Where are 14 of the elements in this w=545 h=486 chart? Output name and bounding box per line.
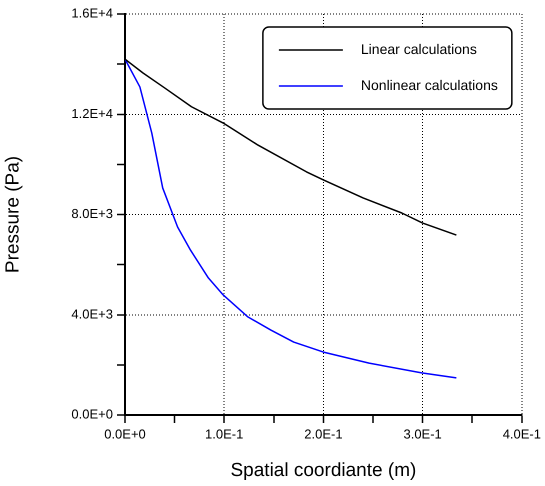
x-tick-label: 2.0E-1	[304, 426, 343, 442]
legend-label: Linear calculations	[360, 40, 477, 57]
y-tick-label: 1.6E+4	[71, 6, 113, 21]
y-tick-label: 8.0E+3	[71, 206, 113, 222]
y-axis-title: Pressure (Pa)	[2, 156, 24, 274]
x-axis-title: Spatial coordiante (m)	[230, 460, 416, 481]
y-tick-label: 0.0E+0	[71, 406, 113, 422]
legend-label: Nonlinear calculations	[360, 76, 498, 93]
y-tick-label: 4.0E+3	[71, 306, 113, 322]
x-tick-label: 1.0E-1	[205, 426, 244, 442]
y-tick-label: 1.2E+4	[71, 106, 113, 121]
x-tick-label: 4.0E-1	[502, 426, 542, 442]
x-tick-label: 0.0E+0	[104, 426, 146, 442]
x-tick-label: 3.0E-1	[403, 426, 442, 442]
